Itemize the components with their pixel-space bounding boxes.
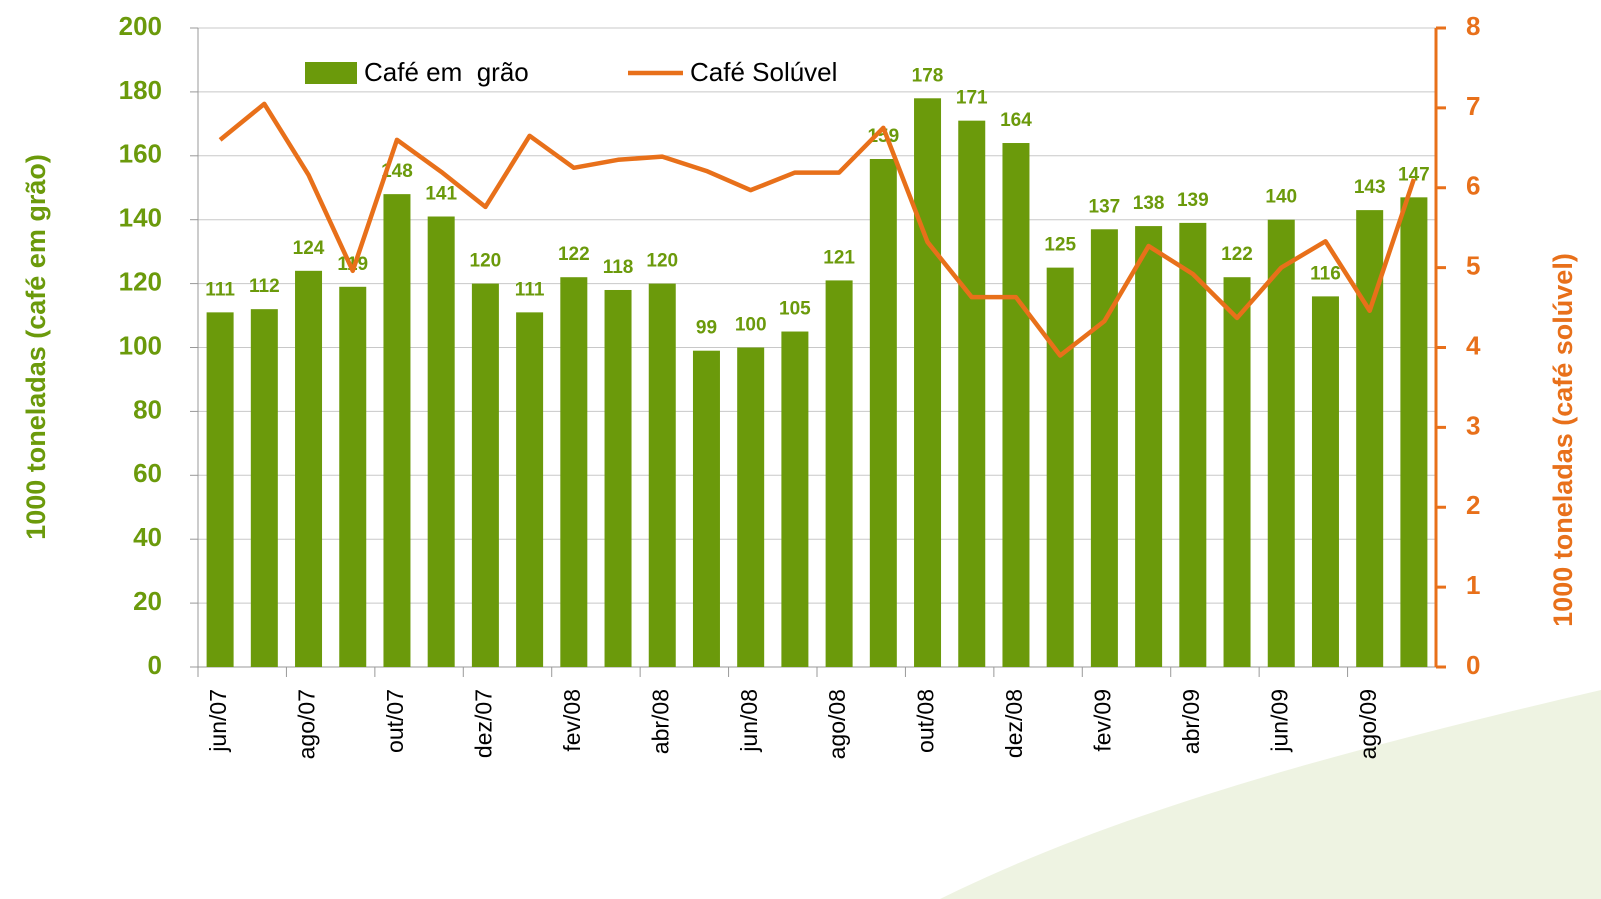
y2-tick-label: 4 xyxy=(1466,330,1481,360)
value-label: 122 xyxy=(1221,244,1253,265)
bar xyxy=(383,194,410,667)
x-tick-label: abr/09 xyxy=(1178,689,1204,754)
value-label: 116 xyxy=(1310,263,1341,284)
bar xyxy=(737,348,764,668)
x-tick-label: ago/08 xyxy=(824,689,850,759)
y2-tick-label: 3 xyxy=(1466,410,1480,440)
x-tick-label: ago/07 xyxy=(294,689,320,759)
value-label: 124 xyxy=(293,238,325,259)
value-label: 164 xyxy=(1000,110,1032,131)
x-tick-label: fev/08 xyxy=(559,689,585,752)
bar xyxy=(516,312,543,667)
legend-label: Café em grão xyxy=(364,57,529,87)
y-tick-label: 180 xyxy=(119,75,162,105)
bar xyxy=(781,332,808,667)
y-tick-label: 40 xyxy=(133,522,162,552)
bar xyxy=(914,98,941,667)
bar xyxy=(207,312,234,667)
value-label: 121 xyxy=(823,247,855,268)
chart: 1000 toneladas (café em grão) 1000 tonel… xyxy=(0,0,1601,899)
bar xyxy=(1224,277,1251,667)
bar xyxy=(870,159,897,667)
legend-swatch xyxy=(305,62,357,84)
x-tick-label: jun/07 xyxy=(205,689,231,753)
value-label: 111 xyxy=(205,279,235,300)
bar xyxy=(958,121,985,667)
y-tick-label: 20 xyxy=(133,586,162,616)
value-label: 120 xyxy=(470,251,502,272)
y-tick-label: 80 xyxy=(133,394,162,424)
y-tick-label: 60 xyxy=(133,458,162,488)
bar xyxy=(693,351,720,667)
value-label: 143 xyxy=(1354,177,1386,198)
legend-label: Café Solúvel xyxy=(690,57,837,87)
bar xyxy=(1312,296,1339,667)
bar xyxy=(605,290,632,667)
value-label: 105 xyxy=(779,299,811,320)
bar xyxy=(1002,143,1029,667)
y2-tick-label: 7 xyxy=(1466,91,1480,121)
y-tick-label: 120 xyxy=(119,266,162,296)
value-label: 111 xyxy=(515,279,545,300)
value-label: 171 xyxy=(956,88,988,109)
bar xyxy=(1179,223,1206,667)
value-label: 138 xyxy=(1133,193,1165,214)
value-label: 120 xyxy=(646,251,678,272)
x-tick-label: dez/08 xyxy=(1001,689,1027,758)
bar xyxy=(472,284,499,667)
y-tick-label: 160 xyxy=(119,139,162,169)
x-tick-label: ago/09 xyxy=(1355,689,1381,759)
x-tick-label: jun/09 xyxy=(1266,689,1292,753)
value-label: 141 xyxy=(425,184,457,205)
y-tick-label: 200 xyxy=(119,11,162,41)
x-tick-label: fev/09 xyxy=(1089,689,1115,752)
y2-tick-label: 6 xyxy=(1466,171,1480,201)
bar xyxy=(428,217,455,667)
bar xyxy=(1047,268,1074,667)
y-tick-label: 100 xyxy=(119,330,162,360)
value-label: 140 xyxy=(1265,187,1297,208)
y-tick-label: 140 xyxy=(119,203,162,233)
x-tick-label: out/07 xyxy=(382,689,408,753)
x-tick-label: abr/08 xyxy=(647,689,673,754)
bar xyxy=(295,271,322,667)
bar xyxy=(649,284,676,667)
y-axis-title: 1000 toneladas (café em grão) xyxy=(21,154,51,540)
x-tick-label: jun/08 xyxy=(736,689,762,753)
y2-tick-label: 8 xyxy=(1466,11,1480,41)
value-label: 122 xyxy=(558,244,590,265)
bar xyxy=(1135,226,1162,667)
bar xyxy=(1400,197,1427,667)
value-label: 125 xyxy=(1044,235,1076,256)
value-label: 178 xyxy=(912,65,944,86)
y2-axis-title: 1000 toneladas (café solúvel) xyxy=(1548,253,1578,627)
y2-tick-label: 2 xyxy=(1466,490,1480,520)
y2-tick-label: 0 xyxy=(1466,650,1480,680)
value-label: 118 xyxy=(603,257,634,278)
bar xyxy=(1091,229,1118,667)
x-tick-label: out/08 xyxy=(913,689,939,753)
bar xyxy=(1268,220,1295,667)
y2-tick-label: 1 xyxy=(1466,570,1480,600)
bar xyxy=(339,287,366,667)
value-label: 112 xyxy=(249,276,280,297)
value-label: 100 xyxy=(735,315,767,336)
bar xyxy=(251,309,278,667)
y2-tick-label: 5 xyxy=(1466,251,1480,281)
bar xyxy=(560,277,587,667)
x-tick-label: dez/07 xyxy=(470,689,496,758)
bar xyxy=(826,280,853,667)
value-label: 139 xyxy=(1177,190,1209,211)
value-label: 137 xyxy=(1089,196,1121,217)
value-label: 99 xyxy=(696,318,717,339)
y-tick-label: 0 xyxy=(148,650,162,680)
